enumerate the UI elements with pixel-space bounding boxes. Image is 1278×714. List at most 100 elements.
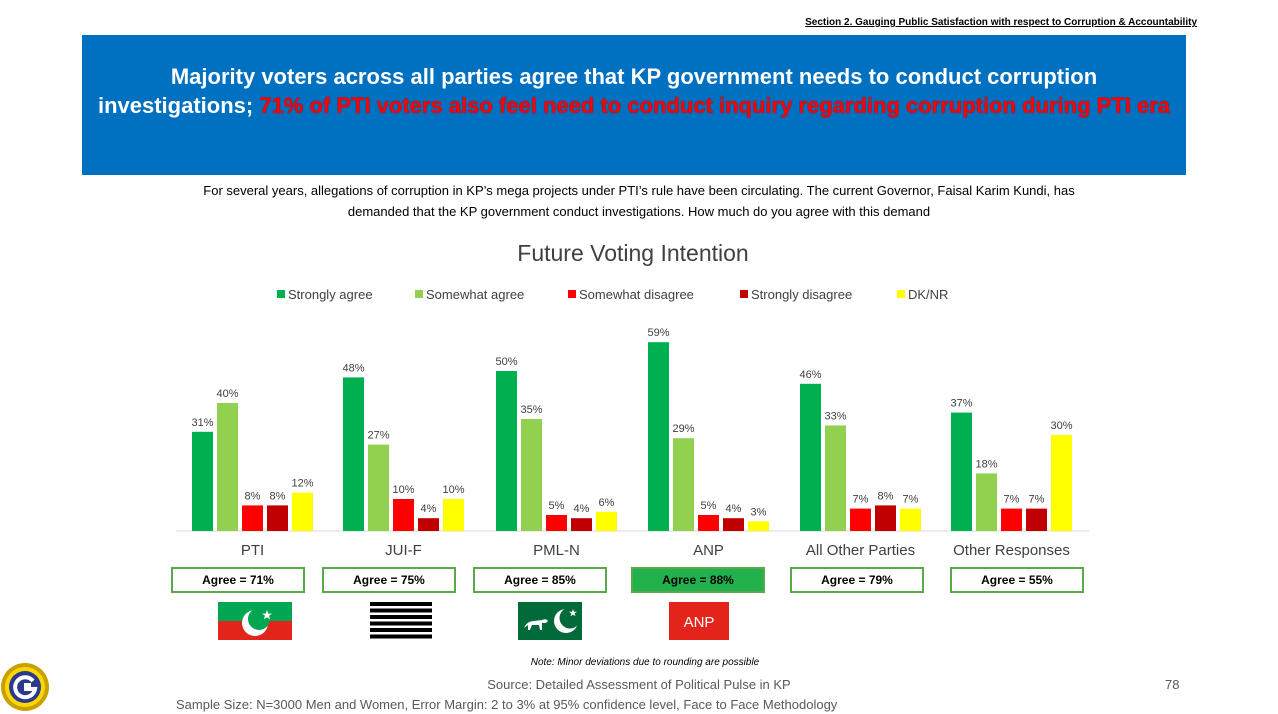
bar-pti-strongly-agree	[192, 431, 213, 531]
category-label: All Other Parties	[806, 542, 915, 559]
bar-pml-n-somewhat-agree	[521, 419, 542, 531]
data-label: 7%	[853, 494, 869, 506]
bar-pti-dk-nr	[292, 492, 313, 531]
bar-jui-f-somewhat-agree	[368, 444, 389, 531]
bar-other-responses-somewhat-disagree	[1001, 508, 1022, 531]
data-label: 7%	[1004, 494, 1020, 506]
category-label: JUI-F	[385, 542, 422, 559]
data-label: 7%	[1029, 494, 1045, 506]
bar-all-other-parties-dk-nr	[900, 508, 921, 531]
data-label: 10%	[442, 484, 464, 496]
bar-anp-dk-nr	[748, 521, 769, 531]
bar-anp-strongly-disagree	[723, 518, 744, 531]
juif-flag-icon	[370, 602, 432, 639]
agree-summary-juif: Agree = 75%	[322, 567, 456, 593]
data-label: 7%	[903, 494, 919, 506]
agree-summary-other-parties: Agree = 79%	[790, 567, 924, 593]
anp-logo-icon: ANP	[669, 602, 729, 640]
legend-swatch	[277, 290, 285, 298]
data-label: 4%	[574, 503, 590, 515]
bar-pml-n-somewhat-disagree	[546, 515, 567, 531]
legend-swatch	[897, 290, 905, 298]
agree-summary-other-responses: Agree = 55%	[950, 567, 1084, 593]
chart-legend: Strongly agree Somewhat agree Somewhat d…	[0, 287, 1278, 303]
bar-anp-strongly-agree	[648, 342, 669, 531]
agree-summary-pti: Agree = 71%	[171, 567, 305, 593]
survey-question: For several years, allegations of corrup…	[120, 180, 1158, 222]
data-label: 33%	[824, 410, 846, 422]
bar-other-responses-strongly-disagree	[1026, 508, 1047, 531]
data-label: 12%	[291, 478, 313, 490]
bar-pti-somewhat-disagree	[242, 505, 263, 531]
data-label: 8%	[245, 490, 261, 502]
page-number: 78	[1165, 677, 1180, 692]
pmln-flag-icon	[518, 602, 582, 640]
question-line2: demanded that the KP government conduct …	[347, 204, 931, 219]
bar-pml-n-strongly-agree	[496, 371, 517, 531]
bar-other-responses-strongly-agree	[951, 412, 972, 531]
pti-flag-icon	[218, 602, 292, 640]
data-label: 5%	[701, 500, 717, 512]
headline-highlight: 71% of PTI voters also feel need to cond…	[259, 92, 1171, 118]
bar-jui-f-strongly-agree	[343, 377, 364, 531]
headline-line2-prefix: investigations;	[97, 92, 254, 118]
source-text: Source: Detailed Assessment of Political…	[487, 677, 791, 692]
bar-jui-f-dk-nr	[443, 499, 464, 531]
bar-all-other-parties-somewhat-disagree	[850, 508, 871, 531]
bar-jui-f-somewhat-disagree	[393, 499, 414, 531]
data-label: 10%	[392, 484, 414, 496]
data-label: 46%	[799, 369, 821, 381]
bar-other-responses-somewhat-agree	[976, 473, 997, 531]
category-label: PML-N	[533, 542, 580, 559]
data-label: 30%	[1050, 420, 1072, 432]
bar-pml-n-dk-nr	[596, 511, 617, 531]
legend-somewhat-disagree: Somewhat disagree	[568, 287, 694, 302]
bar-other-responses-dk-nr	[1051, 435, 1072, 531]
legend-swatch	[415, 290, 423, 298]
bar-pml-n-strongly-disagree	[571, 518, 592, 531]
category-label: ANP	[693, 542, 724, 559]
legend-strongly-disagree: Strongly disagree	[740, 287, 852, 302]
agree-summary-anp: Agree = 88%	[631, 567, 765, 593]
category-label: PTI	[241, 542, 264, 559]
legend-swatch	[740, 290, 748, 298]
data-label: 8%	[878, 490, 894, 502]
bar-pti-strongly-disagree	[267, 505, 288, 531]
sample-size-text: Sample Size: N=3000 Men and Women, Error…	[176, 697, 838, 712]
data-label: 18%	[975, 458, 997, 470]
data-label: 27%	[367, 430, 389, 442]
data-label: 48%	[342, 362, 364, 374]
bar-jui-f-strongly-disagree	[418, 518, 439, 531]
data-label: 35%	[520, 404, 542, 416]
legend-swatch	[568, 290, 576, 298]
data-label: 4%	[421, 503, 437, 515]
bar-all-other-parties-strongly-disagree	[875, 505, 896, 531]
legend-dk-nr: DK/NR	[897, 287, 948, 302]
data-label: 5%	[549, 500, 565, 512]
gallup-logo-icon	[1, 663, 49, 711]
data-label: 40%	[216, 388, 238, 400]
category-label: Other Responses	[953, 542, 1070, 559]
bar-anp-somewhat-agree	[673, 438, 694, 531]
bar-all-other-parties-somewhat-agree	[825, 425, 846, 531]
chart-title: Future Voting Intention	[517, 240, 749, 266]
bar-anp-somewhat-disagree	[698, 515, 719, 531]
headline-banner: Majority voters across all parties agree…	[82, 35, 1186, 175]
headline-line1: Majority voters across all parties agree…	[170, 64, 1098, 89]
agree-summary-pmln: Agree = 85%	[473, 567, 607, 593]
legend-somewhat-agree: Somewhat agree	[415, 287, 524, 302]
data-label: 37%	[950, 398, 972, 410]
data-label: 29%	[672, 423, 694, 435]
section-title: Section 2. Gauging Public Satisfaction w…	[805, 17, 1197, 28]
data-label: 3%	[751, 506, 767, 518]
rounding-note: Note: Minor deviations due to rounding a…	[530, 657, 760, 668]
legend-strongly-agree: Strongly agree	[277, 287, 373, 302]
data-label: 8%	[270, 490, 286, 502]
data-label: 50%	[495, 356, 517, 368]
question-line1: For several years, allegations of corrup…	[203, 183, 1075, 198]
data-label: 4%	[726, 503, 742, 515]
bar-pti-somewhat-agree	[217, 403, 238, 531]
anp-logo-text: ANP	[684, 614, 715, 631]
bar-all-other-parties-strongly-agree	[800, 383, 821, 531]
